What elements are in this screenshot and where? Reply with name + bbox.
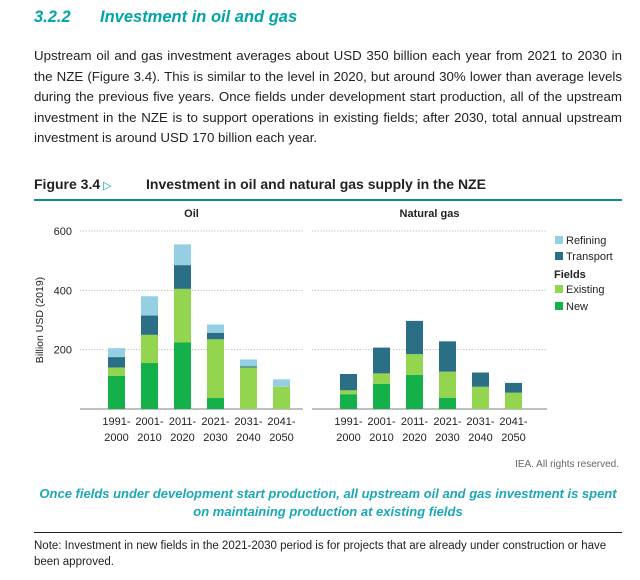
x-tick-label: 2040 bbox=[468, 432, 492, 444]
body-paragraph: Upstream oil and gas investment averages… bbox=[34, 48, 622, 145]
bar-segment-existing bbox=[174, 288, 191, 343]
legend-swatch-transport bbox=[555, 252, 563, 260]
bar-segment-refining bbox=[240, 359, 257, 367]
bar-segment-transport bbox=[240, 366, 257, 368]
bar-segment-existing bbox=[439, 371, 456, 398]
section-title: Investment in oil and gas bbox=[100, 8, 298, 26]
x-tick-label: 2041- bbox=[267, 416, 295, 428]
figure-takeaway: Once fields under development start prod… bbox=[39, 486, 617, 519]
x-tick-label: 2030 bbox=[203, 432, 227, 444]
bar-segment-refining bbox=[108, 348, 125, 358]
bar-segment-transport bbox=[340, 373, 357, 391]
figure-title-rule bbox=[34, 199, 622, 201]
x-tick-label: 2011- bbox=[169, 416, 197, 428]
x-tick-label: 2010 bbox=[369, 432, 393, 444]
bar-segment-new bbox=[439, 397, 456, 409]
legend-swatch-new bbox=[555, 302, 563, 310]
legend-label: Transport bbox=[566, 251, 613, 263]
x-tick-label: 2030 bbox=[435, 432, 459, 444]
bar-segment-refining bbox=[174, 244, 191, 266]
x-tick-label: 2021- bbox=[433, 416, 461, 428]
x-tick-label: 2050 bbox=[269, 432, 293, 444]
bar-segment-refining bbox=[141, 296, 158, 316]
x-tick-label: 2001- bbox=[135, 416, 163, 428]
legend-label: New bbox=[566, 301, 588, 313]
figure-caption: Investment in oil and natural gas supply… bbox=[146, 176, 486, 192]
bar-segment-new bbox=[174, 342, 191, 409]
bar-segment-new bbox=[207, 398, 224, 409]
bar-segment-refining bbox=[207, 324, 224, 333]
bar-segment-transport bbox=[472, 372, 489, 387]
bar-segment-existing bbox=[406, 354, 423, 375]
bar-segment-existing bbox=[472, 386, 489, 409]
bar-segment-new bbox=[406, 374, 423, 409]
x-tick-label: 2020 bbox=[170, 432, 194, 444]
bar-segment-transport bbox=[373, 347, 390, 374]
y-tick-label: 400 bbox=[54, 285, 72, 297]
figure-number: Figure 3.4 ▷ bbox=[34, 176, 112, 192]
x-tick-label: 2010 bbox=[137, 432, 161, 444]
bar-segment-transport bbox=[141, 315, 158, 335]
bar-segment-transport bbox=[406, 320, 423, 355]
x-tick-label: 2021- bbox=[201, 416, 229, 428]
bar-segment-transport bbox=[174, 265, 191, 289]
bar-segment-existing bbox=[141, 334, 158, 364]
figure-chart: 200 400 600 Billion USD (2019) Oil 1991- 2000 2… bbox=[34, 208, 613, 444]
figure-marker-icon: ▷ bbox=[103, 180, 112, 192]
section-number: 3.2.2 bbox=[34, 8, 71, 26]
bar-segment-existing bbox=[207, 339, 224, 399]
x-tick-label: 2000 bbox=[336, 432, 360, 444]
bar-segment-existing bbox=[340, 390, 357, 395]
bar-segment-new bbox=[340, 394, 357, 409]
bar-segment-transport bbox=[108, 357, 125, 368]
y-tick-label: 200 bbox=[54, 345, 72, 357]
y-tick-label: 600 bbox=[54, 226, 72, 238]
panel-title: Oil bbox=[184, 208, 199, 220]
legend-heading: Fields bbox=[554, 269, 586, 281]
bar-segment-transport bbox=[207, 332, 224, 340]
figure-note: Note: Investment in new fields in the 20… bbox=[34, 540, 607, 568]
x-tick-label: 2020 bbox=[402, 432, 426, 444]
x-tick-label: 2050 bbox=[501, 432, 525, 444]
credit-text: IEA. All rights reserved. bbox=[515, 459, 619, 470]
x-tick-label: 2000 bbox=[104, 432, 128, 444]
legend-swatch-existing bbox=[555, 285, 563, 293]
bar-segment-existing bbox=[273, 386, 290, 409]
bar-segment-refining bbox=[273, 379, 290, 387]
legend-swatch-refining bbox=[555, 236, 563, 244]
x-tick-label: 1991- bbox=[102, 416, 130, 428]
bar-segment-existing bbox=[505, 392, 522, 409]
y-axis-title: Billion USD (2019) bbox=[34, 277, 46, 363]
bar-segment-new bbox=[373, 383, 390, 409]
section-heading: 3.2.2 Investment in oil and gas bbox=[34, 8, 297, 27]
bar-segment-existing bbox=[240, 367, 257, 409]
legend-label: Refining bbox=[566, 235, 606, 247]
x-tick-label: 2031- bbox=[234, 416, 262, 428]
x-tick-label: 2001- bbox=[367, 416, 395, 428]
bar-segment-existing bbox=[373, 373, 390, 384]
bar-segment-new bbox=[108, 375, 125, 409]
x-tick-label: 2011- bbox=[401, 416, 429, 428]
x-tick-label: 2031- bbox=[466, 416, 494, 428]
bar-segment-transport bbox=[439, 341, 456, 372]
x-tick-label: 2040 bbox=[236, 432, 260, 444]
panel-title: Natural gas bbox=[400, 208, 460, 220]
bar-segment-new bbox=[141, 363, 158, 409]
bar-segment-existing bbox=[108, 367, 125, 376]
legend-label: Existing bbox=[566, 284, 605, 296]
bar-segment-transport bbox=[505, 382, 522, 393]
note-divider bbox=[34, 532, 622, 533]
x-tick-label: 2041- bbox=[499, 416, 527, 428]
figure-title: Figure 3.4 ▷ Investment in oil and natural… bbox=[34, 176, 622, 192]
x-tick-label: 1991- bbox=[334, 416, 362, 428]
